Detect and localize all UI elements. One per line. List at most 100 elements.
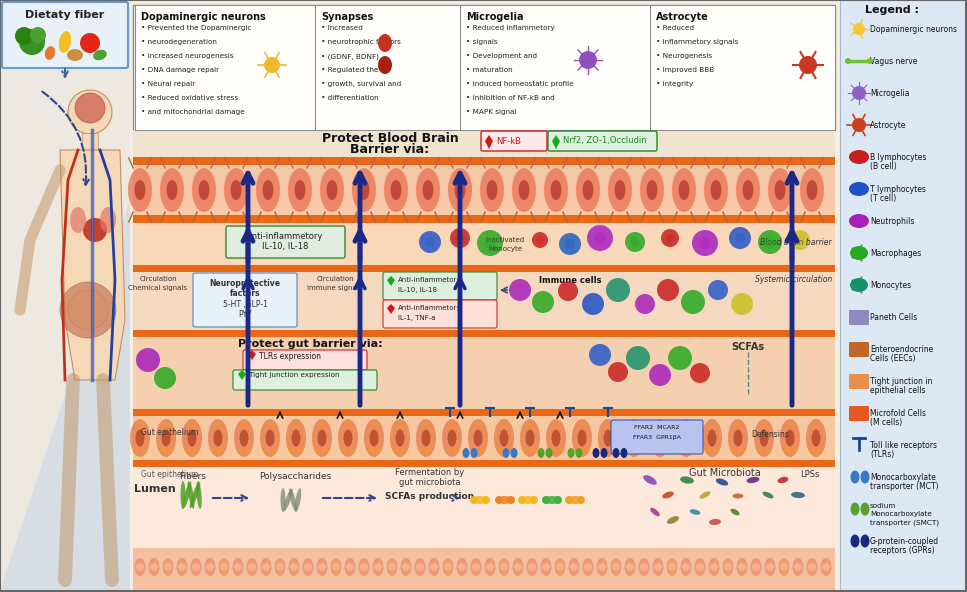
Ellipse shape [378,34,392,52]
Text: • Regulated the: • Regulated the [321,67,378,73]
Ellipse shape [689,509,700,515]
Ellipse shape [484,558,495,576]
Circle shape [444,563,452,571]
Text: • Prevented the Dopaminergic: • Prevented the Dopaminergic [141,25,251,31]
Bar [460,5,650,130]
Ellipse shape [593,448,600,458]
Circle shape [666,234,674,242]
Circle shape [425,237,435,247]
Ellipse shape [343,430,353,446]
Text: PYY: PYY [238,310,251,319]
Text: Dopaminergic neurons: Dopaminergic neurons [141,12,266,22]
Ellipse shape [850,278,868,292]
Circle shape [570,563,578,571]
Ellipse shape [811,430,821,446]
Circle shape [136,348,160,372]
Circle shape [345,423,351,429]
Circle shape [682,563,690,571]
Ellipse shape [134,180,145,200]
Circle shape [627,447,633,453]
Polygon shape [552,135,560,149]
Ellipse shape [512,168,536,212]
Ellipse shape [747,477,759,483]
Ellipse shape [775,180,785,200]
Circle shape [795,235,805,245]
Ellipse shape [422,430,430,446]
Circle shape [739,447,745,453]
Text: Legend :: Legend : [865,5,919,15]
Ellipse shape [768,168,792,212]
Ellipse shape [499,558,510,576]
Text: sodium: sodium [870,503,896,509]
Ellipse shape [849,182,869,196]
Text: Vagus nerve: Vagus nerve [870,56,918,66]
Text: (TLRs): (TLRs) [870,450,894,459]
Text: Chemical signals: Chemical signals [129,285,188,291]
Circle shape [657,279,679,301]
Circle shape [626,346,650,370]
Bar [133,215,835,223]
Circle shape [582,293,604,315]
Circle shape [189,423,195,429]
Text: Anti-inflammetory: Anti-inflammetory [398,277,461,283]
Ellipse shape [679,180,689,200]
Text: Anti-inflammetory: Anti-inflammetory [247,232,323,241]
Circle shape [215,423,221,429]
Ellipse shape [219,558,229,576]
Ellipse shape [471,558,482,576]
Ellipse shape [486,180,497,200]
Circle shape [709,423,715,429]
Ellipse shape [416,168,440,212]
Circle shape [470,496,478,504]
Ellipse shape [545,448,552,458]
Text: G-protein-coupled: G-protein-coupled [870,537,939,546]
Ellipse shape [289,488,297,511]
Ellipse shape [576,168,600,212]
Ellipse shape [448,168,472,212]
Ellipse shape [471,448,478,458]
Ellipse shape [743,180,753,200]
Circle shape [523,447,529,453]
Circle shape [349,447,355,453]
FancyBboxPatch shape [849,310,869,325]
Circle shape [501,423,507,429]
Circle shape [19,29,45,55]
Ellipse shape [520,496,536,504]
Ellipse shape [364,419,384,457]
Circle shape [531,447,537,453]
Ellipse shape [538,448,544,458]
Circle shape [241,423,247,429]
Ellipse shape [204,558,216,576]
Circle shape [401,447,407,453]
Ellipse shape [582,558,594,576]
Ellipse shape [569,558,579,576]
Circle shape [609,447,615,453]
Ellipse shape [806,180,817,200]
FancyBboxPatch shape [383,272,497,300]
Circle shape [606,278,630,302]
Circle shape [430,563,438,571]
Bar [315,5,460,130]
Circle shape [867,58,873,64]
Ellipse shape [806,419,826,457]
Ellipse shape [320,168,344,212]
Circle shape [731,447,737,453]
Text: Gut epithelium: Gut epithelium [141,428,198,437]
Text: factors: factors [230,289,260,298]
Ellipse shape [700,491,711,498]
Ellipse shape [198,180,210,200]
Circle shape [783,447,789,453]
Ellipse shape [806,558,817,576]
Ellipse shape [232,558,244,576]
Ellipse shape [70,207,86,233]
Ellipse shape [643,475,657,485]
Circle shape [68,290,108,330]
Circle shape [708,280,728,300]
Circle shape [757,447,763,453]
Circle shape [608,362,628,382]
Text: LPSs: LPSs [801,470,820,479]
Ellipse shape [598,419,618,457]
Ellipse shape [737,558,747,576]
Circle shape [738,563,746,571]
Circle shape [542,496,550,504]
